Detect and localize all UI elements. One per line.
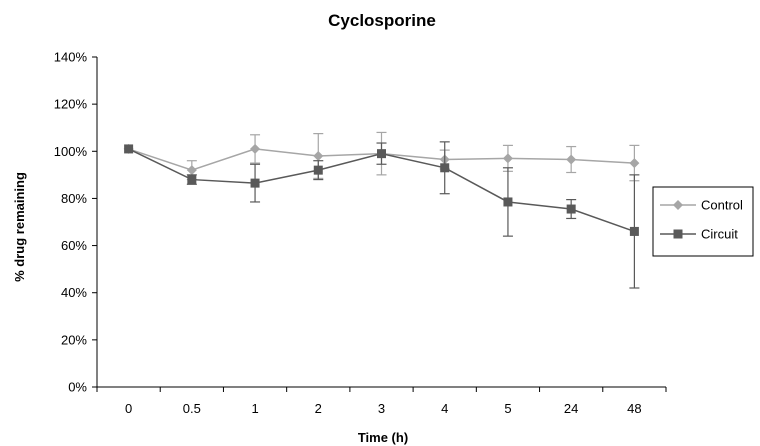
- legend-label: Control: [701, 198, 743, 213]
- legend-item-circuit: Circuit: [660, 227, 738, 242]
- x-tick-label: 48: [627, 401, 641, 416]
- legend-marker: [673, 200, 683, 210]
- y-axis-title: % drug remaining: [12, 172, 27, 282]
- data-point: [186, 165, 197, 176]
- plot-area: [123, 131, 640, 289]
- data-point: [566, 204, 576, 214]
- y-tick-label: 40%: [61, 285, 87, 300]
- y-tick-label: 0%: [68, 380, 87, 395]
- legend-box: [652, 186, 754, 257]
- data-point: [250, 178, 260, 188]
- y-tick-label: 100%: [54, 144, 88, 159]
- x-tick-label: 1: [251, 401, 258, 416]
- axes: [96, 57, 666, 388]
- x-tick-label: 0: [125, 401, 132, 416]
- x-tick-label: 2: [315, 401, 322, 416]
- data-point: [313, 151, 324, 161]
- chart-title: Cyclosporine: [328, 11, 436, 30]
- data-point: [250, 143, 261, 154]
- y-tick-label: 80%: [61, 191, 87, 206]
- x-tick-label: 5: [504, 401, 511, 416]
- x-tick-label: 4: [441, 401, 448, 416]
- x-axis-ticks: 0 0.5 1 2 3 4 5 24 48: [96, 387, 667, 416]
- series-circuit: [124, 141, 640, 289]
- data-point: [124, 144, 134, 154]
- x-tick-label: 3: [378, 401, 385, 416]
- data-point: [503, 197, 513, 207]
- x-tick-label: 0.5: [183, 401, 201, 416]
- legend-label: Circuit: [701, 227, 738, 242]
- data-point: [629, 226, 639, 236]
- data-point: [440, 163, 450, 173]
- x-tick-label: 24: [564, 401, 578, 416]
- legend-marker: [673, 229, 683, 239]
- y-tick-label: 20%: [61, 332, 87, 347]
- y-axis-ticks: 0% 20% 40% 60% 80% 100% 120% 140%: [54, 50, 97, 395]
- data-point: [502, 153, 513, 164]
- data-point: [377, 149, 386, 159]
- data-point: [187, 175, 197, 185]
- x-axis-title: Time (h): [358, 430, 408, 445]
- data-point: [313, 165, 323, 175]
- y-tick-label: 140%: [54, 50, 88, 65]
- legend-item-control: Control: [660, 198, 743, 213]
- legend: Control Circuit: [652, 186, 754, 257]
- y-tick-label: 120%: [54, 97, 88, 112]
- y-tick-label: 60%: [61, 238, 87, 253]
- data-point: [629, 158, 640, 169]
- data-point: [566, 154, 577, 165]
